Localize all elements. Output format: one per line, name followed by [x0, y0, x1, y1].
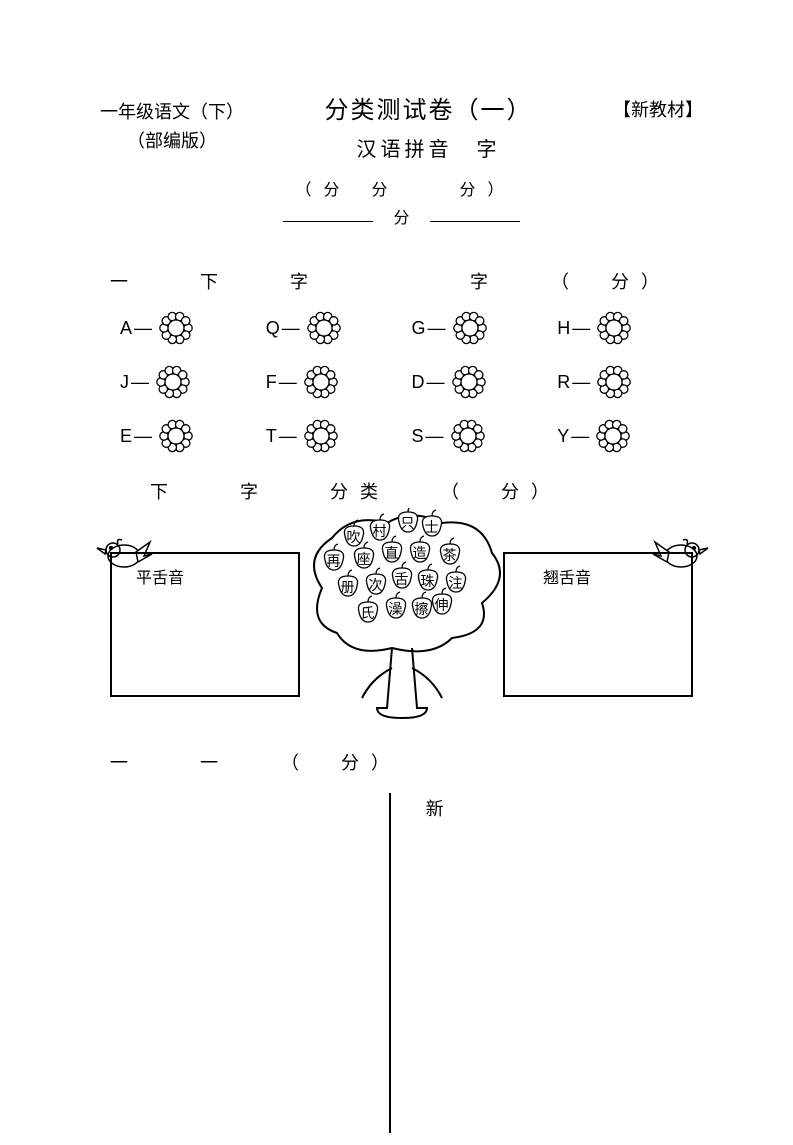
flower-item[interactable]: D—	[412, 362, 538, 402]
fen-2: 分	[371, 182, 391, 199]
flower-item[interactable]: Y—	[557, 416, 683, 456]
paren-open: （	[295, 182, 315, 199]
flower-item[interactable]: J—	[120, 362, 246, 402]
flower-item[interactable]: F—	[266, 362, 392, 402]
stem: —	[279, 372, 297, 393]
flower-item[interactable]: A—	[120, 308, 246, 348]
flower-icon	[592, 362, 636, 402]
letter-label: E	[120, 426, 132, 447]
flower-item[interactable]: G—	[412, 308, 538, 348]
flower-item[interactable]: Q—	[266, 308, 392, 348]
letter-label: G	[412, 318, 426, 339]
stem: —	[134, 318, 152, 339]
flower-item[interactable]: H—	[557, 308, 683, 348]
flat-tongue-box: 平舌音	[110, 534, 300, 684]
flower-icon	[448, 308, 492, 348]
fen-1: 分	[323, 182, 343, 199]
new-textbook-tag: 【新教材】	[613, 96, 703, 122]
flower-item[interactable]: S—	[412, 416, 538, 456]
flower-icon	[151, 362, 195, 402]
flower-icon	[591, 416, 635, 456]
apple-tree: 吹村只士再座直造茶册次舌珠注氏澡擦伸	[292, 508, 512, 728]
stem: —	[134, 426, 152, 447]
flower-item[interactable]: T—	[266, 416, 392, 456]
q1-flower-grid: A—Q—G—H—J—F—D—R—E—T—S—Y—	[100, 308, 703, 456]
letter-label: A	[120, 318, 132, 339]
q3-new-char: 新	[426, 795, 444, 821]
q2-area: 平舌音 吹村只士再座直造茶册次舌珠注氏澡擦伸	[110, 514, 693, 729]
stem: —	[572, 372, 590, 393]
flower-icon	[154, 308, 198, 348]
letter-label: T	[266, 426, 277, 447]
flat-tongue-label: 平舌音	[136, 564, 184, 588]
blank-1[interactable]	[283, 204, 373, 222]
flower-icon	[302, 308, 346, 348]
tree-icon	[292, 508, 512, 728]
letter-label: H	[557, 318, 570, 339]
fen-mid: 分	[393, 204, 409, 228]
letter-label: J	[120, 372, 129, 393]
stem: —	[572, 318, 590, 339]
flower-item[interactable]: R—	[557, 362, 683, 402]
q3-area: 新	[100, 785, 703, 1145]
vertical-divider	[389, 793, 391, 1133]
letter-label: D	[412, 372, 425, 393]
curled-tongue-label: 翘舌音	[543, 564, 591, 588]
curled-tongue-frame[interactable]	[503, 552, 693, 697]
stem: —	[428, 318, 446, 339]
flower-icon	[154, 416, 198, 456]
grade-line1: 一年级语文（下）	[100, 98, 244, 127]
letter-label: F	[266, 372, 277, 393]
flower-item[interactable]: E—	[120, 416, 246, 456]
q3-title: 一 一 （ 分）	[110, 749, 703, 775]
letter-label: S	[412, 426, 424, 447]
name-score-blanks: 分	[100, 204, 703, 228]
flower-icon	[299, 362, 343, 402]
score-paren-line: （ 分 分 分 ）	[100, 176, 703, 200]
stem: —	[131, 372, 149, 393]
stem: —	[571, 426, 589, 447]
paren-close: ）	[488, 182, 508, 199]
flower-icon	[299, 416, 343, 456]
flower-icon	[592, 308, 636, 348]
stem: —	[427, 372, 445, 393]
curled-tongue-box: 翘舌音	[503, 534, 693, 684]
title-sub: 汉语拼音 字	[262, 133, 595, 162]
stem: —	[426, 426, 444, 447]
title-main: 分类测试卷（一）	[262, 90, 595, 125]
flower-icon	[446, 416, 490, 456]
letter-label: Q	[266, 318, 280, 339]
grade-line2: （部编版）	[100, 127, 244, 156]
stem: —	[279, 426, 297, 447]
page-header: 一年级语文（下） （部编版） 分类测试卷（一） 汉语拼音 字 【新教材】	[100, 90, 703, 162]
blank-2[interactable]	[430, 204, 520, 222]
title-block: 分类测试卷（一） 汉语拼音 字	[262, 90, 595, 162]
letter-label: R	[557, 372, 570, 393]
grade-info: 一年级语文（下） （部编版）	[100, 98, 244, 156]
fen-3: 分	[460, 182, 480, 199]
q2-title: 下 字 分类 （ 分）	[150, 478, 703, 504]
stem: —	[282, 318, 300, 339]
flower-icon	[447, 362, 491, 402]
q1-title: 一 下 字 字 （ 分）	[110, 268, 703, 294]
letter-label: Y	[557, 426, 569, 447]
